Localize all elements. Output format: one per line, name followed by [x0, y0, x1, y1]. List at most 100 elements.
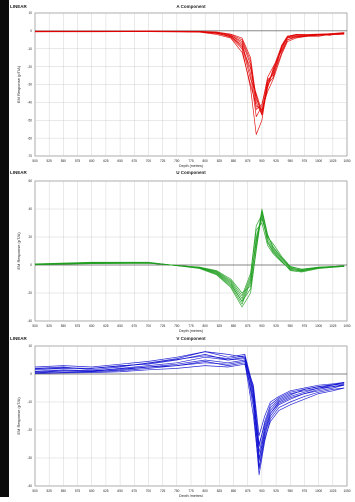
x-tick-label: 925: [273, 159, 279, 163]
x-tick-label: 650: [117, 159, 123, 163]
x-axis-label: Depth (metres): [179, 164, 203, 168]
series-line-8: [34, 355, 345, 462]
x-tick-label: 900: [259, 159, 265, 163]
charts-container: LINEAR A Component 500 525 550 575 600 625 650 67…: [10, 0, 355, 498]
x-tick-label: 625: [103, 159, 109, 163]
x-tick-label: 600: [89, 489, 95, 493]
y-tick-label: -10: [27, 47, 32, 51]
chart-panel-1: LINEAR A Component 500 525 550 575 600 625 650 67…: [10, 4, 351, 168]
x-axis-label: Depth (metres): [179, 329, 203, 333]
series-line-5: [34, 356, 345, 476]
x-tick-label: 1000: [315, 159, 322, 163]
series-line-6: [34, 361, 345, 436]
x-tick-label: 1050: [343, 324, 350, 328]
y-tick-label: 20: [28, 235, 32, 239]
x-tick-label: 700: [146, 324, 152, 328]
y-tick-label: 0: [30, 372, 32, 376]
x-tick-label: 1000: [315, 489, 322, 493]
y-axis-label: EM Response (pT/A): [16, 397, 21, 435]
x-tick-label: 825: [217, 159, 223, 163]
y-tick-label: -40: [27, 484, 32, 488]
series-line-7: [34, 361, 345, 470]
x-tick-label: 875: [245, 489, 251, 493]
y-tick-label: 0: [30, 29, 32, 33]
y-tick-label: -40: [27, 319, 32, 323]
y-tick-label: 10: [28, 344, 32, 348]
x-tick-label: 550: [61, 159, 67, 163]
x-tick-label: 950: [288, 324, 294, 328]
x-tick-label: 850: [231, 159, 237, 163]
x-tick-label: 1000: [315, 324, 322, 328]
x-tick-label: 750: [174, 324, 180, 328]
x-tick-label: 675: [132, 159, 138, 163]
x-tick-label: 575: [75, 324, 81, 328]
chart-title: A Component: [176, 4, 206, 9]
x-axis-label: Depth (metres): [179, 494, 203, 497]
x-tick-label: 575: [75, 489, 81, 493]
x-tick-label: 1025: [329, 159, 336, 163]
y-tick-label: -50: [27, 118, 32, 122]
x-tick-label: 950: [288, 159, 294, 163]
x-tick-label: 850: [231, 489, 237, 493]
chart-title: V Component: [176, 336, 206, 341]
chart-panel-3: LINEAR V Component 500 525 550 575 600 625 650 67…: [10, 336, 351, 498]
x-tick-label: 700: [146, 159, 152, 163]
x-tick-label: 550: [61, 324, 67, 328]
x-tick-label: 975: [302, 324, 308, 328]
scale-label: LINEAR: [10, 4, 28, 9]
y-tick-label: 60: [28, 179, 32, 183]
x-tick-label: 750: [174, 489, 180, 493]
series-line-6: [34, 214, 345, 297]
y-axis-label: EM Response (pT/A): [16, 232, 21, 270]
x-tick-label: 825: [217, 324, 223, 328]
x-tick-label: 775: [188, 489, 194, 493]
left-border: [0, 0, 9, 497]
x-tick-label: 725: [160, 324, 166, 328]
chart-title: U Component: [176, 170, 206, 175]
x-tick-label: 975: [302, 159, 308, 163]
x-tick-label: 600: [89, 324, 95, 328]
x-tick-label: 1025: [329, 324, 336, 328]
x-tick-label: 775: [188, 159, 194, 163]
x-tick-label: 725: [160, 489, 166, 493]
series-line-8: [35, 30, 345, 114]
x-tick-label: 500: [32, 159, 38, 163]
x-tick-label: 750: [174, 159, 180, 163]
x-tick-label: 875: [245, 159, 251, 163]
x-tick-label: 500: [32, 489, 38, 493]
y-tick-label: -20: [27, 291, 32, 295]
x-tick-label: 700: [146, 489, 152, 493]
y-tick-label: -30: [27, 83, 32, 87]
x-tick-label: 900: [259, 489, 265, 493]
y-tick-label: 0: [30, 263, 32, 267]
y-tick-label: -70: [27, 154, 32, 158]
x-tick-label: 525: [47, 324, 53, 328]
x-tick-label: 600: [89, 159, 95, 163]
x-tick-label: 925: [273, 324, 279, 328]
x-tick-label: 900: [259, 324, 265, 328]
x-tick-label: 1050: [343, 489, 350, 493]
x-tick-label: 825: [217, 489, 223, 493]
x-tick-label: 525: [47, 159, 53, 163]
y-tick-label: 10: [28, 11, 32, 15]
series-line-7: [34, 210, 345, 302]
x-tick-label: 625: [103, 324, 109, 328]
y-tick-label: 40: [28, 207, 32, 211]
y-tick-label: -60: [27, 136, 32, 140]
y-tick-label: -30: [27, 456, 32, 460]
scale-label: LINEAR: [10, 170, 28, 175]
x-tick-label: 1025: [329, 489, 336, 493]
x-tick-label: 925: [273, 489, 279, 493]
x-tick-label: 550: [61, 489, 67, 493]
y-tick-label: -40: [27, 101, 32, 105]
y-tick-label: -20: [27, 428, 32, 432]
x-tick-label: 575: [75, 159, 81, 163]
x-tick-label: 625: [103, 489, 109, 493]
x-tick-label: 650: [117, 324, 123, 328]
x-tick-label: 850: [231, 324, 237, 328]
x-tick-label: 675: [132, 324, 138, 328]
x-tick-label: 725: [160, 159, 166, 163]
series-line-9: [34, 363, 345, 448]
